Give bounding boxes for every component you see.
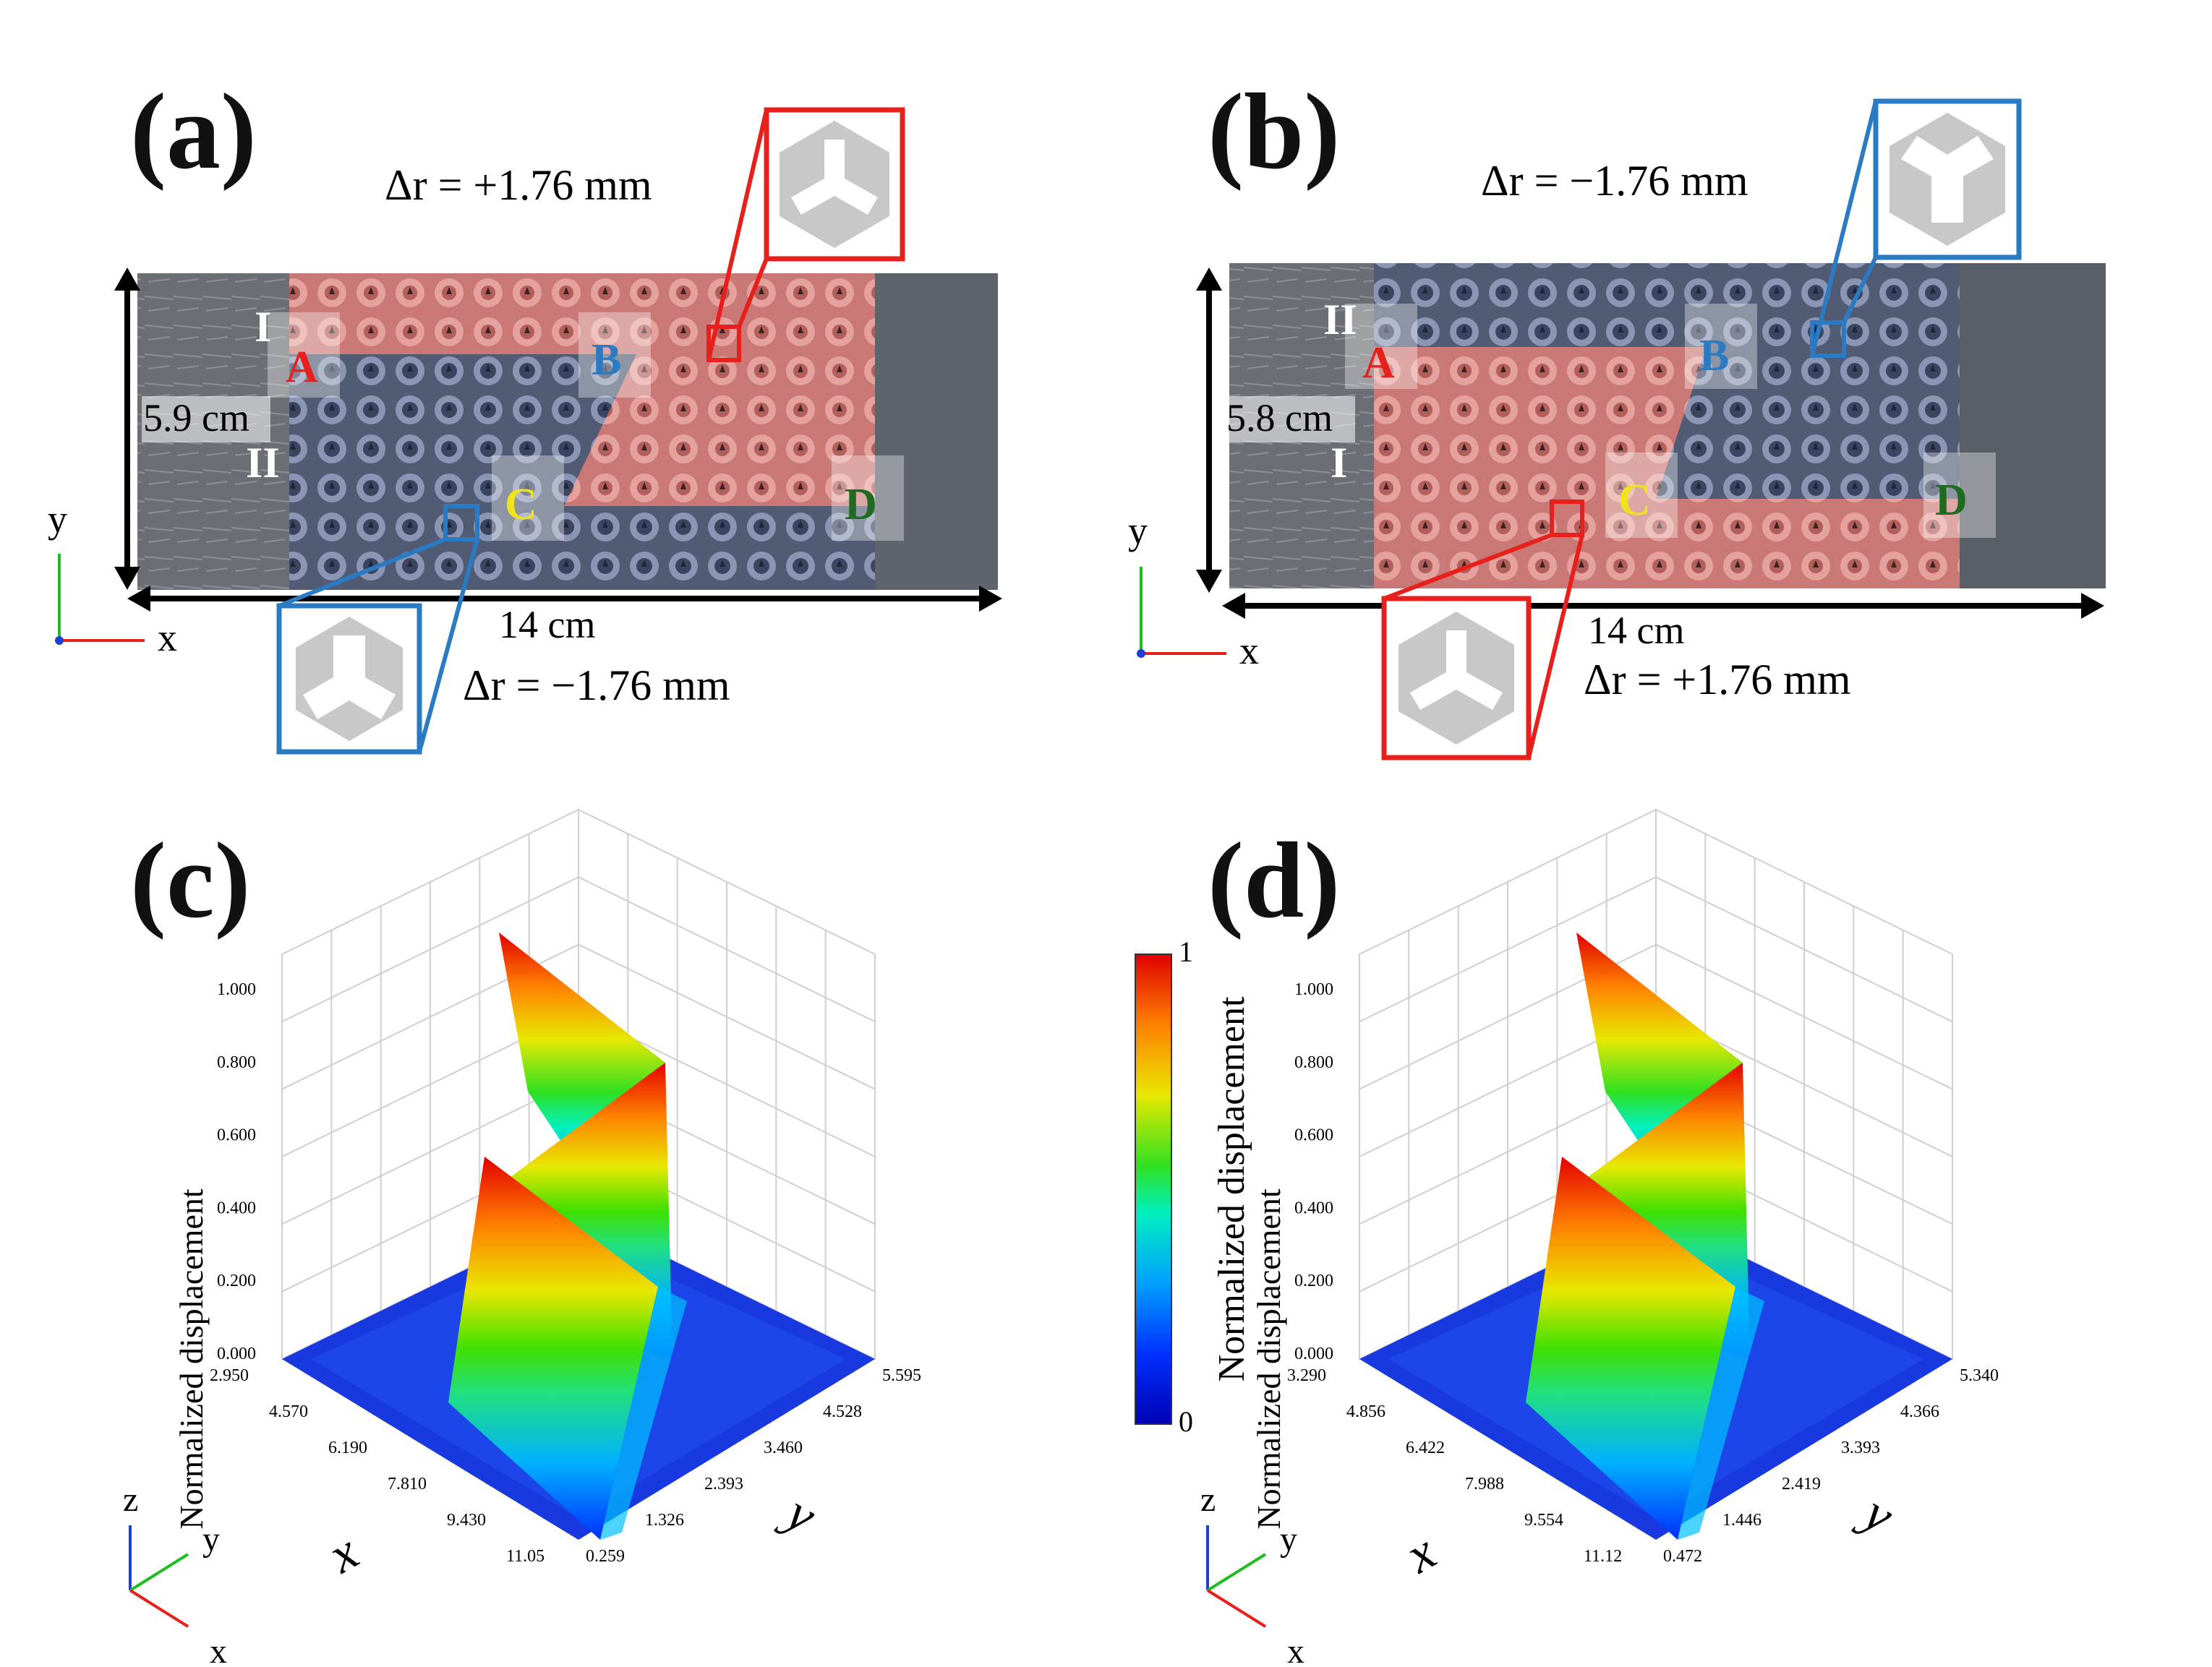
x-tick-c: 4.570: [269, 1402, 308, 1421]
colorbar-min-c: 0: [1179, 1405, 1193, 1438]
region-label-I-a: I: [255, 303, 271, 351]
panel-d-label: (d): [1208, 820, 1340, 940]
x-tick-d: 9.554: [1524, 1511, 1563, 1530]
lattice-b-red: [1374, 347, 1960, 588]
point-B-a: B: [592, 335, 621, 385]
x-tick-d: 7.988: [1465, 1475, 1504, 1494]
axis-y-a: y: [48, 497, 67, 541]
z-tick-d: 1.000: [1294, 980, 1333, 999]
surface-ridge-front-c: [448, 1157, 658, 1540]
colorbar-label-c: Normalized displacement: [1211, 996, 1252, 1381]
surface-plot-d: 0.000 0.200 0.400 0.600 0.800 1.000 3.290 4.856…: [1200, 808, 1999, 1667]
triad-y-d: y: [1280, 1520, 1297, 1559]
y-tick-d: 0.472: [1663, 1547, 1702, 1566]
axis-x-b: x: [1239, 629, 1259, 672]
y-tick-d: 2.419: [1782, 1475, 1821, 1494]
delta-bottom-a: Δr = −1.76 mm: [463, 661, 730, 709]
z-tick-c: 0.400: [217, 1199, 256, 1217]
x-tick-d: 4.856: [1346, 1402, 1385, 1421]
z-tick-c: 0.800: [217, 1053, 256, 1072]
plate-a-right-strip: [875, 273, 998, 590]
height-a: 5.9 cm: [143, 396, 249, 440]
y-tick-d: 3.393: [1841, 1439, 1880, 1457]
height-b: 5.8 cm: [1226, 396, 1333, 440]
x-axis-label-c: x: [318, 1522, 368, 1585]
panel-d: (d) 0.000 0.200 0.400 0.600 0.800 1.000 3.290 4…: [1200, 808, 1999, 1667]
y-tick-c: 5.595: [882, 1366, 921, 1385]
panel-c-label: (c): [130, 820, 250, 940]
x-tick-c: 9.430: [447, 1511, 486, 1530]
triad-y-c: y: [202, 1520, 220, 1559]
point-D-a: D: [845, 480, 877, 529]
triad-z-c: z: [123, 1480, 138, 1519]
panel-a-label: (a): [130, 72, 257, 192]
z-tick-d: 0.200: [1294, 1272, 1333, 1290]
x-tick-d: 11.12: [1584, 1547, 1622, 1566]
region-label-II-b: II: [1323, 296, 1357, 343]
y-tick-d: 1.446: [1722, 1511, 1762, 1530]
z-tick-d: 0.400: [1294, 1199, 1333, 1217]
point-A-b: A: [1362, 338, 1395, 387]
axis-y-b: y: [1128, 509, 1148, 552]
delta-top-a: Δr = +1.76 mm: [385, 161, 652, 209]
y-tick-c: 3.460: [764, 1439, 803, 1457]
z-tick-c: 1.000: [217, 980, 256, 999]
y-tick-c: 2.393: [704, 1475, 743, 1494]
y-tick-c: 1.326: [645, 1511, 684, 1530]
y-tick-d: 5.340: [1960, 1366, 1999, 1385]
region-label-I-b: I: [1331, 439, 1347, 487]
x-axis-label-d: x: [1396, 1522, 1446, 1585]
triad-x-c: x: [210, 1632, 227, 1667]
y-axis-label-c: y: [773, 1480, 827, 1545]
y-tick-c: 4.528: [823, 1402, 862, 1421]
x-tick-c: 7.810: [388, 1475, 427, 1494]
point-D-b: D: [1935, 476, 1968, 525]
y-axis-label-d: y: [1850, 1480, 1904, 1545]
panel-a: (a) I II A B C D 5.9 cm 14 cm y x: [48, 72, 1002, 755]
x-tick-c: 6.190: [328, 1439, 367, 1457]
z-tick-c: 0.000: [217, 1345, 256, 1363]
width-a: 14 cm: [499, 603, 595, 646]
x-tick-c: 11.05: [506, 1547, 545, 1566]
point-A-a: A: [286, 343, 318, 392]
surface-ridge-front-d: [1526, 1157, 1735, 1540]
x-tick-d: 3.290: [1287, 1366, 1326, 1385]
delta-top-b: Δr = −1.76 mm: [1481, 157, 1748, 205]
x-tick-c: 2.950: [210, 1366, 249, 1385]
x-tick-d: 6.422: [1406, 1439, 1445, 1457]
panel-c: (c) 0.000 0.200 0.400 0.600 0.800 1.000 2.950 4…: [123, 808, 1252, 1667]
delta-bottom-b: Δr = +1.76 mm: [1584, 656, 1851, 703]
panel-b-label: (b): [1208, 72, 1340, 192]
width-b: 14 cm: [1588, 609, 1684, 652]
surface-plot-c: 0.000 0.200 0.400 0.600 0.800 1.000 2.950 4.570…: [123, 808, 1252, 1667]
point-C-a: C: [505, 480, 537, 529]
lattice-a-red: [289, 273, 875, 506]
y-tick-d: 4.366: [1900, 1402, 1939, 1421]
z-tick-d: 0.600: [1294, 1126, 1333, 1145]
z-tick-d: 0.000: [1294, 1345, 1333, 1363]
point-C-b: C: [1618, 476, 1651, 525]
colorbar-c: [1135, 954, 1172, 1425]
y-tick-c: 0.259: [586, 1547, 625, 1566]
point-B-b: B: [1699, 331, 1729, 380]
region-label-II-a: II: [246, 439, 280, 487]
z-tick-c: 0.200: [217, 1272, 256, 1290]
z-axis-label-c: Normalized displacement: [173, 1188, 210, 1530]
axis-x-a: x: [158, 616, 177, 659]
z-axis-label-d: Normalized displacement: [1250, 1188, 1287, 1530]
plate-b-right-strip: [1960, 263, 2106, 588]
panel-b: (b) II I A B C D 5.8 cm 14 cm y x: [1128, 72, 2106, 760]
z-tick-d: 0.800: [1294, 1053, 1333, 1072]
z-tick-c: 0.600: [217, 1126, 256, 1145]
triad-x-d: x: [1287, 1632, 1304, 1667]
triad-z-d: z: [1200, 1480, 1216, 1519]
colorbar-max-c: 1: [1179, 935, 1193, 968]
